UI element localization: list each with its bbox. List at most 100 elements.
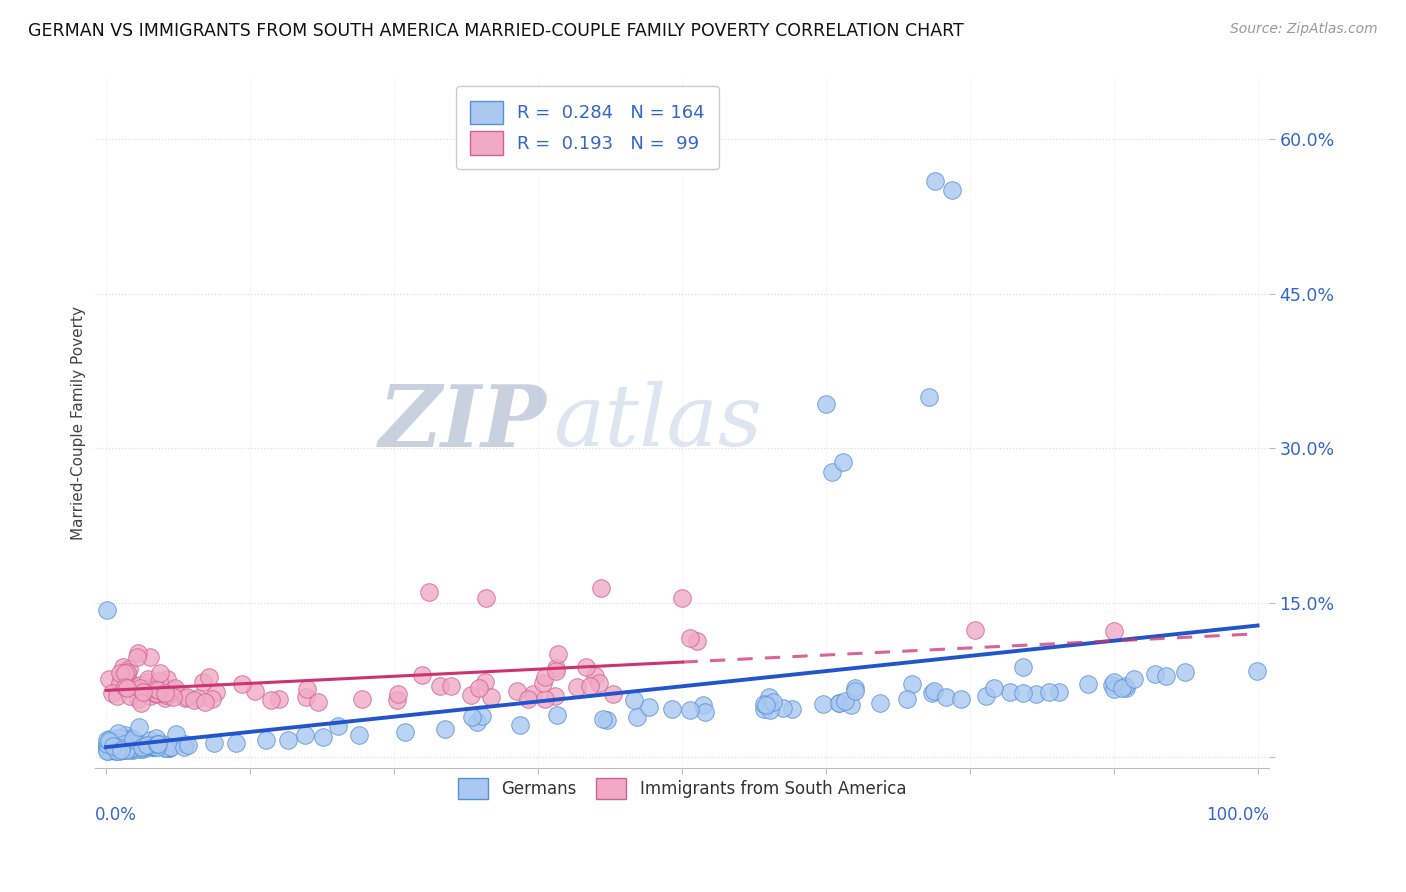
Point: [96, 732, 118, 747]
Point: [146, 738, 169, 752]
Point: [194, 695, 217, 709]
Point: [107, 737, 129, 751]
Point: [173, 739, 195, 754]
Point: [1077, 677, 1099, 691]
Point: [385, 693, 408, 707]
Point: [935, 690, 957, 704]
Point: [105, 741, 128, 756]
Point: [149, 736, 172, 750]
Point: [200, 691, 222, 706]
Point: [117, 680, 139, 694]
Point: [145, 740, 167, 755]
Point: [112, 742, 135, 756]
Point: [311, 730, 333, 744]
Point: [679, 703, 702, 717]
Point: [433, 723, 456, 737]
Point: [245, 683, 267, 698]
Point: [131, 696, 153, 710]
Point: [762, 695, 785, 709]
Point: [174, 691, 197, 706]
Text: GERMAN VS IMMIGRANTS FROM SOUTH AMERICA MARRIED-COUPLE FAMILY POVERTY CORRELATIO: GERMAN VS IMMIGRANTS FROM SOUTH AMERICA …: [28, 22, 965, 40]
Point: [294, 728, 316, 742]
Point: [418, 585, 440, 599]
Point: [107, 740, 129, 755]
Point: [104, 743, 127, 757]
Point: [104, 744, 127, 758]
Point: [146, 737, 169, 751]
Point: [104, 742, 127, 756]
Point: [844, 681, 866, 696]
Point: [411, 668, 433, 682]
Point: [105, 741, 128, 756]
Point: [1011, 660, 1033, 674]
Point: [583, 669, 606, 683]
Point: [96, 744, 118, 758]
Point: [108, 678, 131, 692]
Point: [108, 665, 131, 680]
Point: [163, 681, 186, 696]
Point: [578, 679, 600, 693]
Point: [148, 737, 170, 751]
Point: [834, 694, 856, 708]
Point: [148, 674, 170, 689]
Point: [142, 683, 165, 698]
Point: [924, 173, 946, 187]
Point: [105, 743, 128, 757]
Point: [461, 709, 484, 723]
Point: [347, 728, 370, 742]
Point: [814, 397, 837, 411]
Point: [950, 691, 973, 706]
Point: [145, 682, 167, 697]
Point: [758, 690, 780, 704]
Point: [755, 698, 778, 713]
Point: [832, 455, 855, 469]
Point: [176, 738, 198, 752]
Point: [111, 669, 134, 683]
Point: [139, 650, 162, 665]
Point: [159, 739, 181, 754]
Point: [202, 736, 225, 750]
Point: [132, 738, 155, 752]
Point: [522, 687, 544, 701]
Point: [546, 661, 568, 675]
Point: [896, 692, 918, 706]
Point: [139, 679, 162, 693]
Point: [157, 740, 180, 755]
Point: [110, 742, 132, 756]
Point: [429, 679, 451, 693]
Point: [623, 692, 645, 706]
Point: [107, 726, 129, 740]
Point: [152, 737, 174, 751]
Point: [111, 731, 134, 746]
Point: [1012, 686, 1035, 700]
Point: [759, 703, 782, 717]
Point: [468, 681, 491, 695]
Point: [110, 738, 132, 752]
Point: [1101, 677, 1123, 691]
Point: [813, 697, 835, 711]
Y-axis label: Married-Couple Family Poverty: Married-Couple Family Poverty: [72, 306, 86, 540]
Point: [475, 591, 498, 606]
Point: [165, 686, 187, 700]
Point: [139, 689, 162, 703]
Point: [129, 681, 152, 695]
Point: [193, 674, 215, 689]
Point: [162, 690, 184, 704]
Point: [588, 675, 610, 690]
Point: [782, 702, 804, 716]
Point: [1000, 684, 1022, 698]
Point: [163, 683, 186, 698]
Point: [148, 686, 170, 700]
Point: [1154, 669, 1177, 683]
Point: [148, 739, 170, 753]
Text: ZIP: ZIP: [378, 381, 547, 465]
Point: [155, 740, 177, 755]
Point: [141, 739, 163, 754]
Point: [517, 692, 540, 706]
Point: [1115, 681, 1137, 695]
Point: [98, 734, 121, 748]
Point: [107, 742, 129, 756]
Point: [941, 183, 963, 197]
Point: [145, 686, 167, 700]
Point: [183, 693, 205, 707]
